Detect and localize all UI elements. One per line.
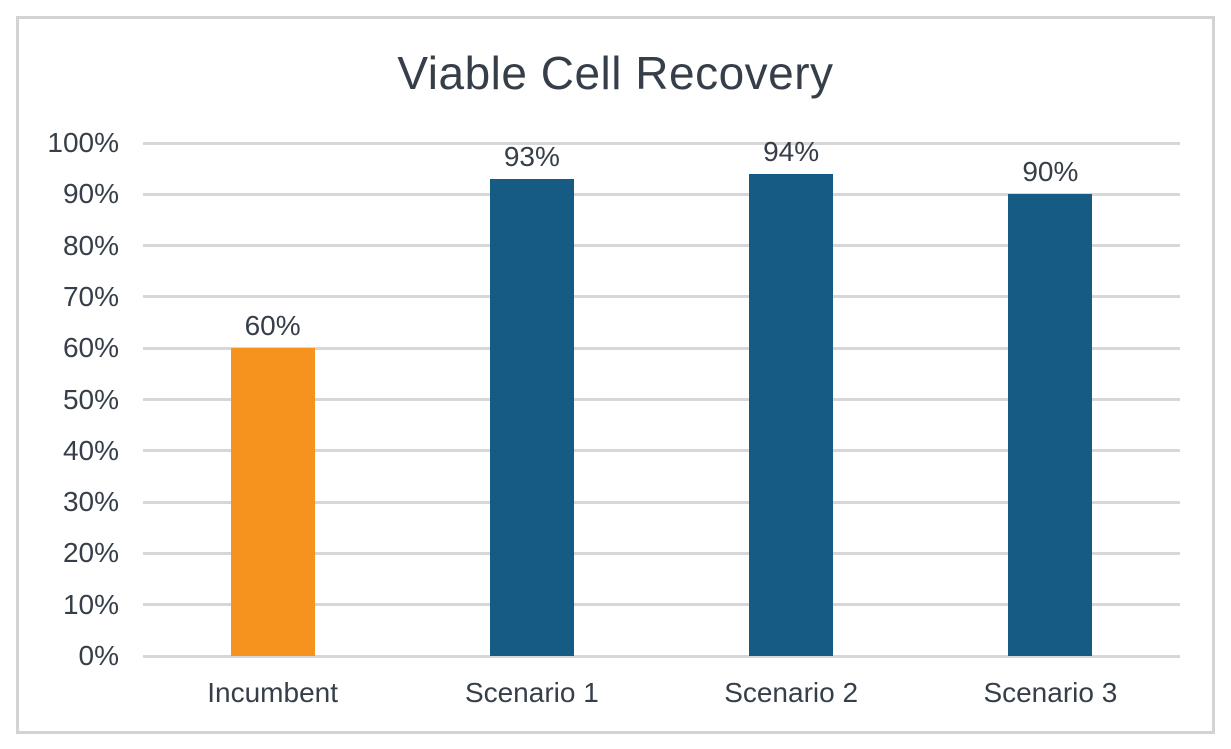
y-tick-label-0%: 0% — [78, 640, 119, 671]
y-tick-label-60%: 60% — [62, 332, 119, 364]
gridline-60% — [143, 346, 1180, 350]
chart-title: Viable Cell Recovery — [397, 47, 834, 99]
gridline-100% — [143, 141, 1180, 145]
y-axis-labels: 0% 10% 20% 30% 40% 50% 60% 70% 80% 90% 100% — [19, 19, 1212, 731]
gridline-50% — [143, 398, 1180, 401]
x-category-label-scenario-3: Scenario 3 — [983, 677, 1118, 708]
bars-layer: 60% 93% 94% 90% — [19, 19, 1212, 731]
y-tick-label-80%: 80% — [62, 229, 119, 261]
y-tick-label-20%: 20% — [62, 537, 119, 569]
gridline-70% — [143, 295, 1180, 299]
gridlines-layer — [19, 19, 1212, 731]
x-category-label-incumbent: Incumbent — [207, 677, 338, 708]
bar-incumbent — [230, 348, 315, 656]
gridline-40% — [143, 449, 1180, 453]
bar-value-label-incumbent: 60% — [244, 310, 301, 342]
y-tick-label-40%: 40% — [62, 434, 119, 466]
y-tick-label-30%: 30% — [62, 486, 119, 518]
chart-panel: Viable Cell Recovery 0% 10% 20% 30% 40% 50% 60… — [16, 16, 1215, 734]
y-tick-label-10%: 10% — [62, 588, 119, 620]
y-tick-label-50%: 50% — [62, 383, 119, 415]
x-axis-labels: Incumbent Scenario 1 Scenario 2 Scenario 3 — [19, 19, 1212, 731]
y-tick-label-100%: 100% — [47, 127, 119, 158]
gridline-30% — [143, 500, 1180, 504]
bar-scenario-3 — [1008, 194, 1093, 656]
bar-value-label-scenario-2: 94% — [763, 135, 820, 167]
gridline-0% — [143, 654, 1180, 658]
bar-value-label-scenario-1: 93% — [503, 140, 560, 172]
gridline-20% — [143, 551, 1180, 555]
bar-value-label-scenario-3: 90% — [1022, 156, 1079, 188]
bar-scenario-2 — [749, 173, 834, 656]
x-category-label-scenario-1: Scenario 1 — [464, 677, 599, 708]
y-tick-label-70%: 70% — [62, 280, 119, 312]
gridline-80% — [143, 244, 1180, 248]
bar-scenario-1 — [489, 178, 574, 656]
gridline-10% — [143, 603, 1180, 607]
y-tick-label-90%: 90% — [62, 178, 119, 210]
gridline-90% — [143, 192, 1180, 196]
x-category-label-scenario-2: Scenario 2 — [724, 677, 859, 708]
